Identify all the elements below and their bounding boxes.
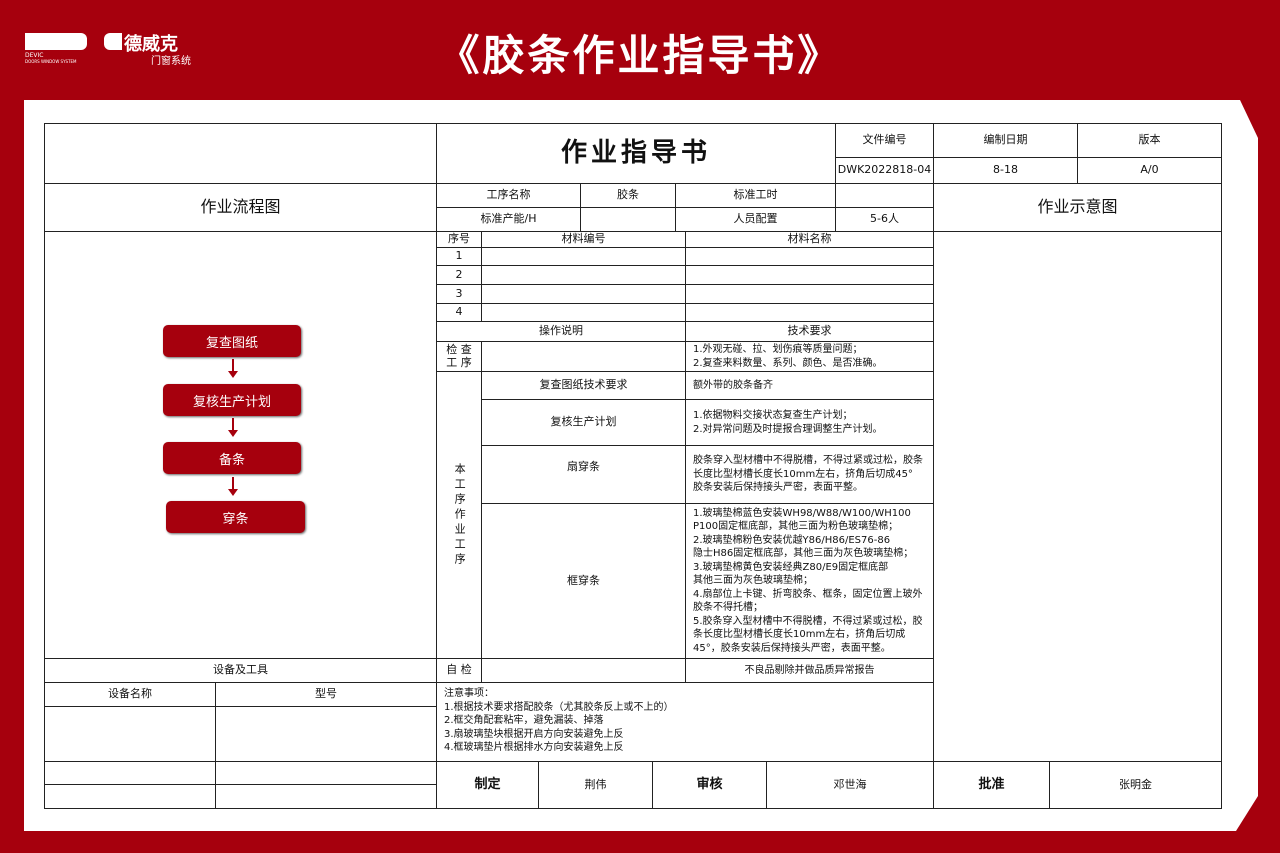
- self-check-req: 不良品剔除并做品质异常报告: [685, 658, 934, 683]
- version-label: 版本: [1077, 123, 1222, 158]
- equipment-title: 设备及工具: [44, 658, 437, 683]
- mat-header-name: 材料名称: [685, 231, 934, 248]
- diagram-area: [933, 231, 1222, 809]
- equipment-cell: [44, 706, 216, 762]
- this-process-label: 本工序作业工序: [436, 371, 482, 659]
- step-req: 胶条穿入型材槽中不得脱槽，不得过紧或过松，胶条长度比型材槽长度长10mm左右，挤…: [685, 445, 934, 504]
- step-name: 框穿条: [481, 503, 686, 659]
- step-req: 1.依据物料交接状态复查生产计划； 2.对异常问题及时提报合理调整生产计划。: [685, 399, 934, 446]
- mat-code: [481, 284, 686, 304]
- req-label: 技术要求: [685, 321, 934, 342]
- approve-label: 批准: [933, 761, 1050, 809]
- step-name: 扇穿条: [481, 445, 686, 504]
- flow-step: 复核生产计划: [163, 384, 301, 416]
- capacity-label: 标准产能/H: [436, 207, 581, 232]
- review-label: 审核: [652, 761, 767, 809]
- this-process-text: 本工序作业工序: [453, 462, 467, 568]
- mat-name: [685, 284, 934, 304]
- staff-label: 人员配置: [675, 207, 836, 232]
- mat-no: 1: [436, 247, 482, 266]
- equipment-cell: [215, 706, 437, 762]
- flow-step: 复查图纸: [163, 325, 301, 357]
- notes: 注意事项： 1.根据技术要求搭配胶条（尤其胶条反上或不上的） 2.框交角配套粘牢…: [436, 682, 934, 762]
- arrow-down-icon: [228, 477, 238, 496]
- equipment-model-label: 型号: [215, 682, 437, 707]
- made-by: 荆伟: [538, 761, 653, 809]
- blank-cell: [44, 123, 437, 184]
- diagram-title: 作业示意图: [933, 183, 1222, 232]
- step-req: 1.玻璃垫棉蓝色安装WH98/W88/W100/WH100 P100固定框底部，…: [685, 503, 934, 659]
- reviewed-by: 邓世海: [766, 761, 934, 809]
- step-name: 复核生产计划: [481, 399, 686, 446]
- equipment-cell: [44, 761, 216, 785]
- capacity: [580, 207, 676, 232]
- mat-no: 3: [436, 284, 482, 304]
- step-req: 额外带的胶条备齐: [685, 371, 934, 400]
- flow-title: 作业流程图: [44, 183, 437, 232]
- std-time: [835, 183, 934, 208]
- mat-name: [685, 265, 934, 285]
- logo-cn-sub: 门窗系统: [151, 56, 191, 67]
- version: A/0: [1077, 157, 1222, 184]
- page-title: 《胶条作业指导书》: [437, 31, 843, 80]
- std-time-label: 标准工时: [675, 183, 836, 208]
- logo-cn: 德威克: [124, 34, 178, 55]
- staff: 5-6人: [835, 207, 934, 232]
- mat-code: [481, 247, 686, 266]
- mat-code: [481, 303, 686, 322]
- mat-name: [685, 303, 934, 322]
- doc-title: 作业指导书: [436, 123, 836, 184]
- check-req: 1.外观无碰、拉、划伤痕等质量问题； 2.复查来料数量、系列、颜色、是否准确。: [685, 341, 934, 372]
- mat-no: 2: [436, 265, 482, 285]
- equipment-cell: [215, 761, 437, 785]
- flow-step: 穿条: [166, 501, 305, 533]
- mat-header-code: 材料编号: [481, 231, 686, 248]
- file-no-label: 文件编号: [835, 123, 934, 158]
- arrow-down-icon: [228, 359, 238, 378]
- check-op: [481, 341, 686, 372]
- self-check-op: [481, 658, 686, 683]
- step-name: 复查图纸技术要求: [481, 371, 686, 400]
- equipment-name-label: 设备名称: [44, 682, 216, 707]
- equipment-cell: [215, 784, 437, 809]
- approved-by: 张明金: [1049, 761, 1222, 809]
- op-label: 操作说明: [436, 321, 686, 342]
- date: 8-18: [933, 157, 1078, 184]
- mat-no: 4: [436, 303, 482, 322]
- made-label: 制定: [436, 761, 539, 809]
- mat-code: [481, 265, 686, 285]
- check-label: 检 查 工 序: [436, 341, 482, 372]
- file-no: DWK2022818-04: [835, 157, 934, 184]
- date-label: 编制日期: [933, 123, 1078, 158]
- process-name: 胶条: [580, 183, 676, 208]
- logo-en: DEVIC: [25, 52, 44, 59]
- process-name-label: 工序名称: [436, 183, 581, 208]
- flow-step: 备条: [163, 442, 301, 474]
- logo-en-sub: DOORS WINDOW SYSTEM: [25, 59, 77, 64]
- arrow-down-icon: [228, 418, 238, 437]
- equipment-cell: [44, 784, 216, 809]
- mat-name: [685, 247, 934, 266]
- mat-header-no: 序号: [436, 231, 482, 248]
- self-check-label: 自 检: [436, 658, 482, 683]
